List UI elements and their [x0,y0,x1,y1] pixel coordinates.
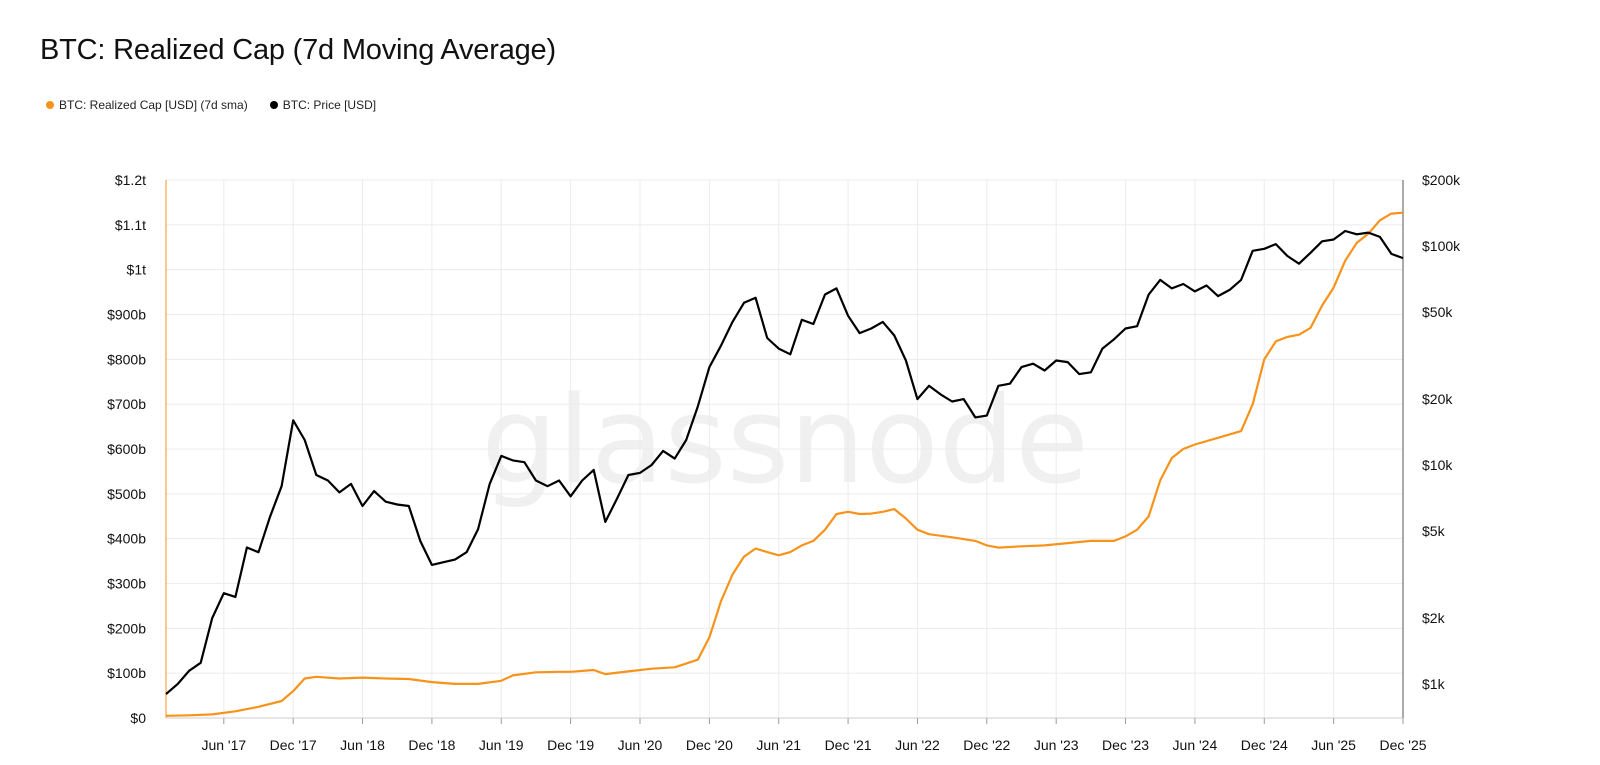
y-right-tick-label: $100k [1422,238,1461,254]
x-tick-label: Jun '24 [1173,737,1218,753]
x-tick-label: Dec '19 [547,737,594,753]
y-right-tick-label: $1k [1422,676,1446,692]
y-left-tick-label: $0 [130,710,146,726]
y-left-tick-label: $100b [107,665,146,681]
y-left-tick-label: $1.2t [115,172,146,188]
legend-item-realized-cap[interactable]: BTC: Realized Cap [USD] (7d sma) [46,98,248,112]
x-tick-label: Dec '25 [1379,737,1426,753]
y-right-tick-label: $200k [1422,172,1461,188]
grid-lines [166,179,1404,719]
y-left-tick-label: $300b [107,576,146,592]
x-tick-label: Dec '18 [408,737,455,753]
y-left-tick-label: $200b [107,620,146,636]
x-tick-label: Dec '23 [1102,737,1149,753]
watermark: glassnode [481,372,1089,511]
x-tick-label: Jun '25 [1311,737,1356,753]
axes: $0 $100b $200b $300b $400b $500b $600b $700b $80… [107,172,1461,753]
x-tick-label: Dec '21 [825,737,872,753]
y-left-tick-label: $1t [127,262,147,278]
y-right-tick-label: $10k [1422,457,1453,473]
y-left-tick-label: $500b [107,486,146,502]
y-right-tick-label: $2k [1422,610,1446,626]
x-tick-label: Jun '21 [756,737,801,753]
legend-item-price[interactable]: BTC: Price [USD] [269,98,377,112]
legend-label-realized-cap: BTC: Realized Cap [USD] (7d sma) [59,98,248,112]
x-tick-label: Dec '20 [686,737,733,753]
y-right-tick-label: $20k [1422,391,1453,407]
legend-dot-realized-cap [46,101,54,109]
legend-label-price: BTC: Price [USD] [282,98,377,112]
x-tick-label: Jun '17 [201,737,246,753]
y-left-tick-label: $800b [107,351,146,367]
x-tick-label: Jun '18 [340,737,385,753]
page-title: BTC: Realized Cap (7d Moving Average) [40,34,556,66]
y-right-tick-label: $5k [1422,523,1446,539]
y-right-tick-label: $50k [1422,304,1453,320]
x-tick-label: Jun '19 [479,737,524,753]
price-line [165,229,1404,695]
realized-cap-line [165,211,1404,717]
x-tick-label: Dec '24 [1241,737,1288,753]
series-group [165,211,1404,717]
y-left-tick-label: $600b [107,441,146,457]
x-tick-label: Jun '20 [618,737,663,753]
y-left-tick-label: $400b [107,531,146,547]
legend-dot-price [269,101,278,109]
x-tick-label: Jun '22 [895,737,940,753]
chart-legend: BTC: Realized Cap [USD] (7d sma) BTC: Pr… [46,98,376,112]
y-left-tick-label: $900b [107,307,146,323]
x-tick-label: Dec '17 [270,737,317,753]
x-tick-label: Jun '23 [1034,737,1079,753]
y-left-tick-label: $1.1t [115,217,146,233]
x-tick-label: Dec '22 [963,737,1010,753]
y-left-tick-label: $700b [107,396,146,412]
